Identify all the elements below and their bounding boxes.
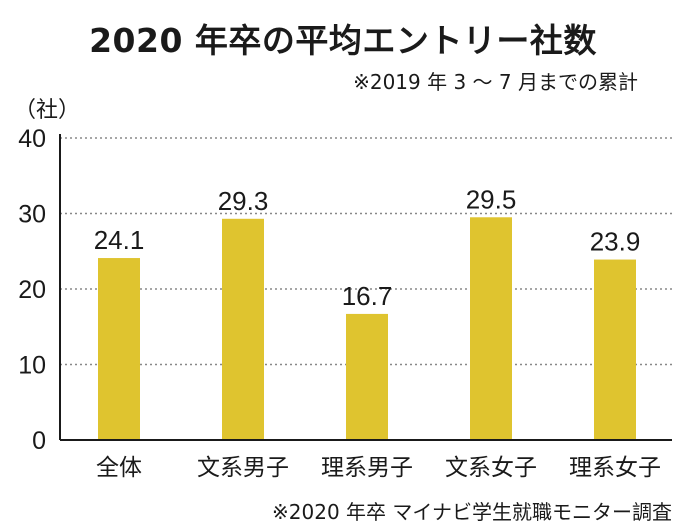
category-label-理系女子: 理系女子 xyxy=(569,455,661,481)
y-tick-label-20: 20 xyxy=(18,276,46,304)
value-label-全体: 24.1 xyxy=(94,225,145,255)
category-label-文系女子: 文系女子 xyxy=(445,455,537,481)
value-label-文系女子: 29.5 xyxy=(466,184,517,214)
chart-title: 2020 年卒の平均エントリー社数 xyxy=(89,21,597,60)
category-label-理系男子: 理系男子 xyxy=(321,455,413,481)
y-axis-unit-label: （社） xyxy=(14,98,81,123)
chart-subtitle: ※2019 年 3 〜 7 月までの累計 xyxy=(353,70,638,94)
bar-理系男子 xyxy=(346,313,388,440)
bar-理系女子 xyxy=(594,259,636,440)
axes xyxy=(59,134,672,441)
labels: 0 10 20 30 40 24.1 全体 29.3 文系男子 16.7 理系男子 29.5 文系女子 2… xyxy=(18,125,661,481)
y-tick-label-0: 0 xyxy=(32,427,46,455)
y-tick-label-40: 40 xyxy=(18,125,46,153)
y-tick-label-10: 10 xyxy=(18,352,46,380)
y-tick-label-30: 30 xyxy=(18,201,46,229)
bar-文系女子 xyxy=(470,217,512,440)
value-label-文系男子: 29.3 xyxy=(218,186,269,216)
bar-全体 xyxy=(98,258,140,440)
gridlines xyxy=(60,137,672,366)
category-label-文系男子: 文系男子 xyxy=(197,455,289,481)
value-label-理系女子: 23.9 xyxy=(590,227,641,257)
value-label-理系男子: 16.7 xyxy=(342,281,393,311)
bar-文系男子 xyxy=(222,218,264,440)
source-note: ※2020 年卒 マイナビ学生就職モニター調査 xyxy=(272,500,672,524)
category-label-全体: 全体 xyxy=(96,455,142,481)
bars xyxy=(98,217,636,440)
